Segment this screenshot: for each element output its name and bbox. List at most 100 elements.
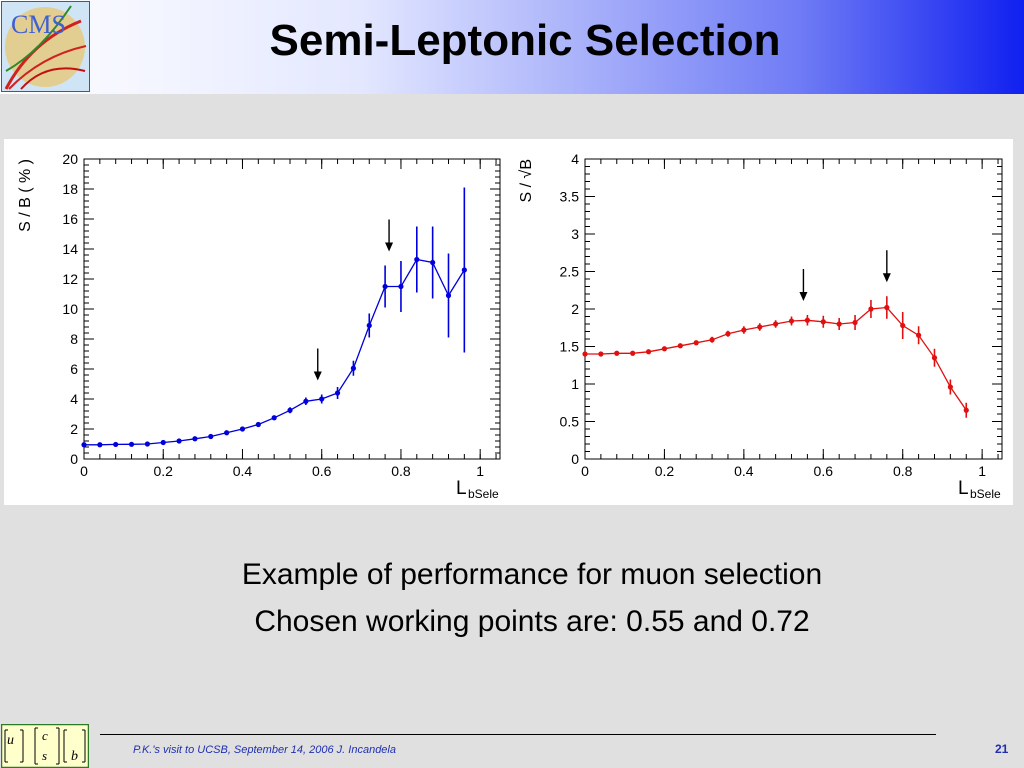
right-xtick-label: 0.2 [655, 463, 675, 479]
right-data-point [868, 306, 874, 312]
right-data-point [741, 327, 747, 333]
left-xtick-label: 0.4 [233, 463, 253, 479]
svg-text:b: b [71, 749, 78, 764]
svg-text:u: u [7, 733, 14, 748]
right-ytick-label: 1 [571, 376, 579, 392]
left-ytick-label: 12 [62, 271, 78, 287]
left-ytick-label: 20 [62, 151, 78, 167]
cms-logo: CMS [1, 1, 90, 92]
left-data-point [144, 441, 150, 447]
right-arrow-head [799, 292, 808, 301]
right-data-point [614, 350, 620, 356]
left-xtick-label: 0 [80, 463, 88, 479]
caption-line-2: Chosen working points are: 0.55 and 0.72 [254, 605, 810, 638]
left-data-point [445, 292, 452, 299]
left-data-point [255, 421, 261, 428]
right-xtick-label: 1 [978, 463, 986, 479]
left-xtick-label: 1 [476, 463, 484, 479]
right-data-point [884, 304, 890, 311]
caption-block: Example of performance for muon selectio… [0, 552, 1024, 646]
left-data-point [113, 441, 119, 448]
right-ytick-label: 1.5 [560, 339, 580, 355]
left-data-point [97, 442, 103, 448]
right-ytick-label: 2 [571, 301, 579, 317]
right-data-point [947, 384, 953, 390]
left-data-point [414, 256, 420, 263]
right-data-point [709, 337, 715, 343]
left-xtick-label: 0.6 [312, 463, 332, 479]
right-data-point [757, 324, 763, 330]
left-data-point [271, 415, 277, 421]
footer-text: P.K.'s visit to UCSB, September 14, 2006… [133, 744, 396, 756]
right-data-point [773, 321, 779, 327]
svg-text:s: s [42, 748, 47, 763]
left-data-point [398, 283, 404, 290]
right-data-point [916, 332, 922, 338]
right-data-point [788, 318, 795, 324]
right-data-point [693, 340, 699, 346]
left-arrow-head [313, 371, 322, 381]
right-frame [584, 158, 1003, 460]
left-ytick-label: 2 [70, 421, 78, 437]
left-data-point [208, 433, 214, 440]
left-ytick-label: 10 [62, 301, 78, 317]
right-arrow-head [882, 273, 891, 283]
left-xtick-label: 0.8 [391, 463, 411, 479]
right-data-point [836, 321, 842, 327]
right-ytick-label: 3.5 [560, 189, 580, 205]
left-arrow-head [385, 242, 394, 252]
right-xtick-label: 0 [581, 463, 589, 479]
right-data-point [820, 319, 826, 325]
footer-divider [100, 734, 936, 735]
left-data-point [303, 398, 309, 404]
right-ytick-label: 0 [571, 451, 579, 467]
right-ytick-label: 0.5 [560, 414, 580, 430]
left-xlabel: L [456, 478, 467, 499]
left-data-point [224, 430, 230, 436]
left-xtick-label: 0.2 [154, 463, 174, 479]
right-data-point [900, 322, 906, 329]
left-data-point [382, 283, 388, 290]
left-ylabel: S / B ( % ) [17, 159, 34, 232]
page-number: 21 [995, 742, 1009, 756]
svg-text:c: c [42, 728, 48, 743]
right-ytick-label: 4 [571, 151, 579, 167]
left-xlabel-sub: bSele [468, 487, 499, 501]
left-data-point [461, 267, 467, 273]
left-ytick-label: 18 [62, 181, 78, 197]
right-xtick-label: 0.4 [734, 463, 754, 479]
right-data-point [852, 319, 858, 326]
left-data-point [350, 365, 357, 371]
left-ytick-label: 14 [62, 241, 78, 257]
right-ylabel: S / √B [518, 159, 535, 202]
left-ytick-label: 8 [70, 331, 78, 347]
left-ytick-label: 6 [70, 361, 78, 377]
right-data-point [645, 349, 652, 355]
left-data-point [334, 390, 341, 396]
caption-line-1: Example of performance for muon selectio… [241, 558, 823, 591]
left-ytick-label: 16 [62, 211, 78, 227]
left-data-point [366, 322, 372, 329]
right-ytick-label: 2.5 [560, 264, 580, 280]
right-xtick-label: 0.6 [814, 463, 834, 479]
left-data-point [128, 441, 135, 447]
right-data-point [725, 331, 731, 337]
left-ytick-label: 0 [70, 451, 78, 467]
right-data-point [963, 407, 969, 413]
svg-text:CMS: CMS [11, 10, 66, 39]
ucsb-logo: u c s b [1, 724, 89, 768]
right-xlabel: L [958, 478, 969, 499]
right-data-point [630, 350, 636, 356]
right-xtick-label: 0.8 [893, 463, 913, 479]
left-data-point [287, 407, 293, 413]
right-data-point [804, 317, 810, 323]
title-bar: CMS Semi-Leptonic Selection [0, 0, 1024, 94]
right-data-point [931, 355, 938, 361]
left-data-point [430, 259, 436, 266]
left-frame [83, 158, 501, 460]
left-data-point [176, 438, 182, 444]
right-xlabel-sub: bSele [970, 487, 1001, 501]
right-data-point [598, 351, 604, 357]
